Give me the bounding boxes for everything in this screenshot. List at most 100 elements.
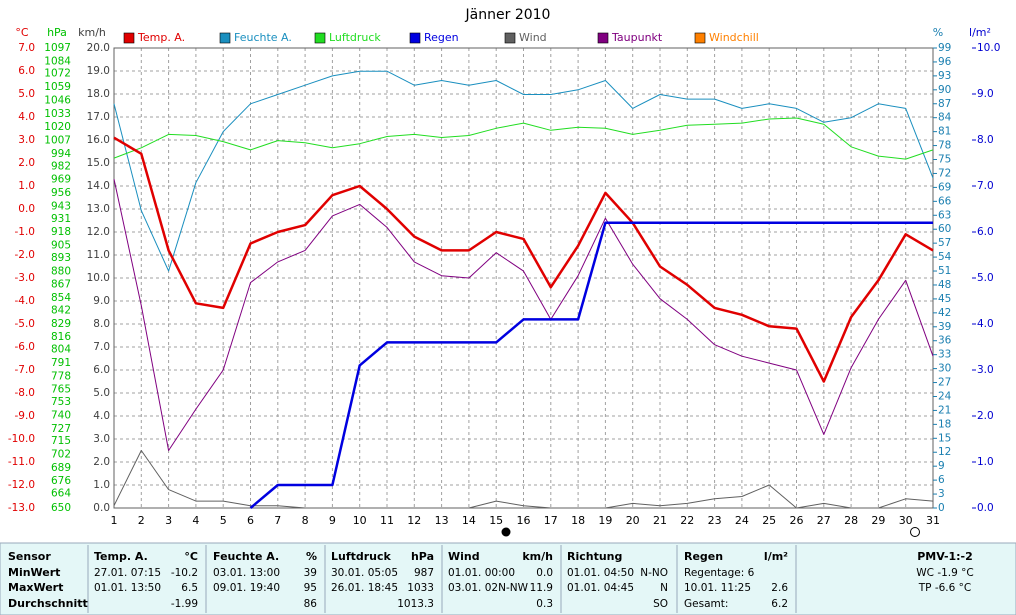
y-tick-label: 829 [51,318,71,330]
x-tick-label: 30 [899,514,913,527]
y-tick-label: 18.0 [87,88,110,100]
y-tick-label: 42 [938,307,951,319]
y-tick-label: 0.0 [18,203,35,215]
x-tick-label: 22 [680,514,694,527]
cell-date: 09.01. 19:40 [213,582,280,594]
row-label: Durchschnitt [8,597,88,610]
axis-unit: km/h [78,26,106,39]
y-tick-label: 6.0 [977,226,994,238]
y-tick-label: 8.0 [93,318,110,330]
legend-label: Windchill [709,31,759,44]
y-tick-label: 39 [938,321,951,333]
y-tick-label: 6.0 [18,65,35,77]
y-tick-label: 15.0 [87,157,110,169]
y-tick-label: 816 [51,331,71,343]
y-tick-label: 905 [51,240,71,252]
y-tick-label: 2.0 [18,157,35,169]
x-tick-label: 17 [544,514,558,527]
series-line [113,178,934,451]
y-tick-label: -13.0 [8,502,35,514]
cell-value: 1033 [407,582,434,594]
y-tick-label: 0.0 [977,502,994,514]
y-tick-label: 2.0 [977,410,994,422]
y-tick-label: 689 [51,462,71,474]
cell-date: 01.01. 00:00 [448,567,515,579]
column-unit: hPa [411,550,434,563]
y-tick-label: 8.0 [977,134,994,146]
y-tick-label: 1.0 [977,456,994,468]
legend-swatch [314,32,326,44]
axis-unit: % [933,26,943,39]
cell-value: N [660,582,668,594]
x-tick-label: 19 [598,514,612,527]
x-tick-label: 11 [380,514,394,527]
series-line [113,136,934,383]
cell-date: 30.01. 05:05 [331,567,398,579]
y-tick-label: 78 [938,140,951,152]
x-tick-label: 28 [844,514,858,527]
series-line [249,221,933,509]
y-tick-label: 842 [51,304,71,316]
legend-swatch [123,32,135,44]
y-tick-label: 4.0 [18,111,35,123]
series-line [113,117,934,160]
y-tick-label: 17.0 [87,111,110,123]
x-tick-label: 25 [762,514,776,527]
cell-value: 0.0 [536,567,553,579]
y-tick-label: 956 [51,187,71,199]
legend-label: Taupunkt [611,31,663,44]
y-tick-label: 804 [51,344,71,356]
x-tick-label: 27 [817,514,831,527]
y-tick-label: 3.0 [93,433,110,445]
cell-value: 2.6 [771,582,788,594]
column-unit: km/h [522,550,553,563]
y-tick-label: 10.0 [977,42,1000,54]
y-tick-label: 1033 [44,108,71,120]
column-title: Richtung [567,550,622,563]
y-tick-label: 7.0 [977,180,994,192]
cell-value: 39 [304,567,317,579]
y-tick-label: 650 [51,502,71,514]
x-tick-label: 16 [517,514,531,527]
cell-date: 10.01. 11:25 [684,582,751,594]
y-tick-label: 3.0 [977,364,994,376]
y-tick-label: 6.0 [93,364,110,376]
legend-swatch [694,32,706,44]
y-tick-label: -3.0 [15,272,36,284]
y-tick-label: 21 [938,404,951,416]
y-tick-label: 5.0 [18,88,35,100]
y-tick-label: 93 [938,70,951,82]
cell-value: SO [653,598,668,610]
x-tick-label: 14 [462,514,476,527]
x-tick-label: 31 [926,514,940,527]
y-tick-label: 99 [938,42,951,54]
y-tick-label: 20.0 [87,42,110,54]
row-label: MinWert [8,566,60,579]
y-tick-label: -12.0 [8,479,35,491]
y-tick-label: 69 [938,181,951,193]
y-tick-label: 45 [938,293,951,305]
cell-value: -1.99 [171,598,198,610]
x-tick-label: 4 [192,514,199,527]
y-tick-label: 753 [51,396,71,408]
y-tick-label: 13.0 [87,203,110,215]
y-tick-label: -2.0 [15,249,36,261]
x-tick-label: 29 [871,514,885,527]
y-tick-label: 702 [51,448,71,460]
y-tick-label: 54 [938,251,952,263]
y-tick-label: 33 [938,349,951,361]
x-tick-label: 18 [571,514,585,527]
y-tick-label: 16.0 [87,134,110,146]
y-tick-label: 664 [51,488,71,500]
y-tick-label: 778 [51,370,71,382]
y-tick-label: 7.0 [93,341,110,353]
y-tick-label: 4.0 [93,410,110,422]
y-tick-label: 867 [51,279,71,291]
y-tick-label: 72 [938,167,951,179]
y-tick-label: 943 [51,200,71,212]
cell-date: Regentage: 6 [684,567,755,579]
legend-swatch [409,32,421,44]
y-tick-label: 9 [938,460,945,472]
y-tick-label: 63 [938,209,951,221]
